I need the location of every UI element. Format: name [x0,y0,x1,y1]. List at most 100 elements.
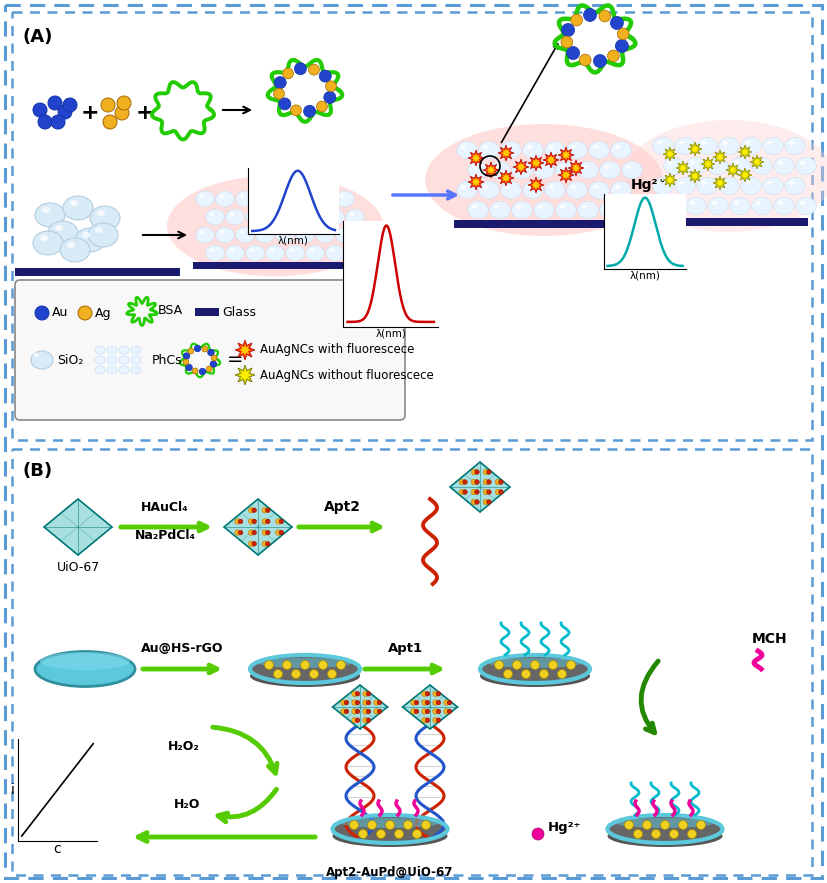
Circle shape [462,490,467,494]
Polygon shape [224,499,292,555]
Circle shape [186,365,193,371]
Ellipse shape [480,665,590,687]
Circle shape [425,709,430,713]
Ellipse shape [346,245,365,260]
Ellipse shape [316,191,334,207]
Circle shape [351,700,357,706]
Ellipse shape [657,181,662,185]
Circle shape [194,345,201,351]
Circle shape [51,115,65,129]
Polygon shape [716,153,724,161]
Circle shape [504,669,513,678]
Text: Na₂PdCl₄: Na₂PdCl₄ [135,529,195,542]
Circle shape [447,709,452,713]
Ellipse shape [582,205,587,209]
Ellipse shape [260,194,264,198]
Ellipse shape [708,157,729,175]
Ellipse shape [230,248,234,253]
Circle shape [367,820,376,829]
Ellipse shape [199,194,204,198]
Circle shape [341,700,347,706]
Bar [15,268,180,276]
Polygon shape [741,171,749,179]
Ellipse shape [778,161,783,165]
Ellipse shape [107,356,117,364]
Ellipse shape [60,238,90,262]
Polygon shape [561,170,571,180]
Ellipse shape [250,665,360,687]
Circle shape [327,669,337,678]
Polygon shape [729,166,737,174]
Circle shape [422,691,428,697]
Ellipse shape [549,185,554,189]
Text: BSA: BSA [158,305,183,318]
Ellipse shape [616,818,714,828]
Circle shape [248,530,254,535]
Text: +: + [136,103,155,123]
Ellipse shape [196,227,214,243]
Ellipse shape [533,201,554,219]
Circle shape [483,489,489,494]
Ellipse shape [723,140,728,145]
Ellipse shape [593,185,598,189]
Ellipse shape [35,203,65,227]
Ellipse shape [67,242,75,248]
Ellipse shape [785,177,805,195]
Ellipse shape [199,230,204,234]
Ellipse shape [167,176,383,276]
Circle shape [433,708,438,714]
Polygon shape [450,462,510,512]
Circle shape [425,718,430,722]
Ellipse shape [107,366,117,374]
Circle shape [495,479,501,485]
Ellipse shape [516,205,521,209]
Circle shape [413,829,422,839]
Ellipse shape [762,137,783,155]
Y-axis label: i: i [11,783,15,796]
Text: UiO-67: UiO-67 [56,561,99,574]
Circle shape [262,530,268,535]
Ellipse shape [319,230,324,234]
Circle shape [238,531,243,535]
Circle shape [459,479,465,485]
Ellipse shape [340,194,344,198]
Ellipse shape [774,197,794,215]
Ellipse shape [622,201,643,219]
X-axis label: λ(nm): λ(nm) [375,328,406,338]
Ellipse shape [341,818,439,828]
Ellipse shape [256,191,275,207]
Ellipse shape [309,212,314,216]
Ellipse shape [230,212,234,216]
Ellipse shape [206,209,224,225]
Polygon shape [239,369,251,381]
Ellipse shape [236,191,254,207]
Polygon shape [738,168,752,182]
Polygon shape [498,170,514,186]
Ellipse shape [216,191,234,207]
Text: AuAgNCs with fluorescece: AuAgNCs with fluorescece [260,343,414,357]
Circle shape [294,63,307,75]
Text: Hg²⁺: Hg²⁺ [631,178,666,192]
Circle shape [248,541,254,547]
Ellipse shape [668,200,673,205]
Ellipse shape [604,164,609,169]
Circle shape [319,70,332,82]
Ellipse shape [285,209,304,225]
Bar [193,262,355,269]
Circle shape [487,479,491,484]
Ellipse shape [97,210,105,216]
Circle shape [366,709,370,713]
Circle shape [471,499,477,505]
Ellipse shape [611,141,631,159]
Circle shape [351,708,357,714]
Circle shape [58,105,72,119]
Text: Hg²⁺: Hg²⁺ [548,820,581,834]
Circle shape [337,660,346,669]
Ellipse shape [690,200,695,205]
Ellipse shape [332,815,447,843]
Ellipse shape [275,191,294,207]
Ellipse shape [250,655,360,683]
Ellipse shape [762,177,783,195]
Circle shape [404,820,413,829]
Circle shape [471,479,477,485]
